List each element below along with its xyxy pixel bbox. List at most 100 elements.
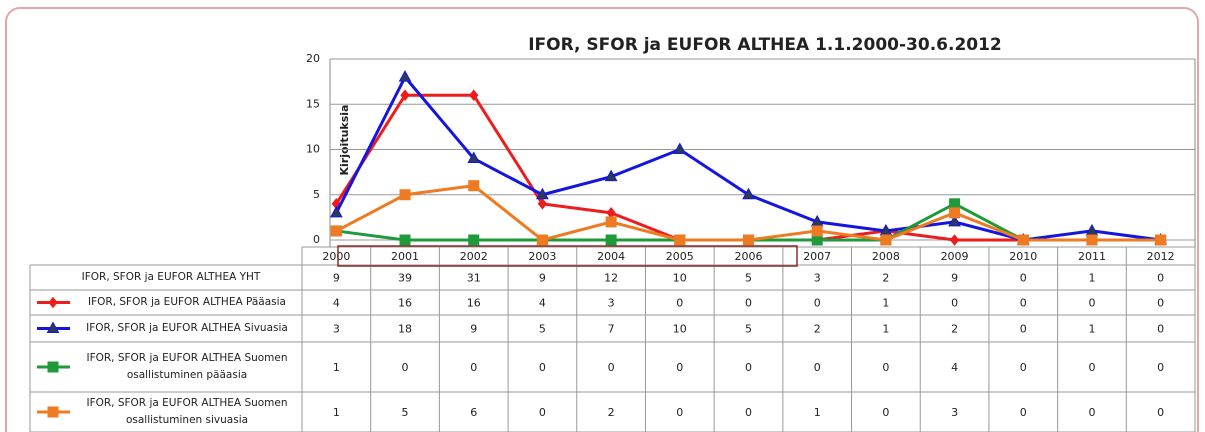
legend-key-marker	[48, 296, 58, 309]
frame	[5, 7, 1199, 432]
x-tick-label: 2002	[460, 250, 488, 263]
point-marker	[469, 89, 479, 102]
y-tick-label: 20	[306, 52, 320, 65]
table-cell: 3	[333, 323, 340, 336]
point-marker	[1155, 234, 1167, 246]
table-cell: 1	[333, 361, 340, 374]
legend-key-marker	[46, 321, 60, 333]
point-marker	[811, 234, 823, 246]
table-cell: 0	[814, 361, 821, 374]
x-tick-label: 2005	[666, 250, 694, 263]
legend-label: IFOR, SFOR ja EUFOR ALTHEA Pääasia	[88, 296, 286, 308]
table-cell: 0	[608, 361, 615, 374]
point-marker	[1086, 234, 1098, 246]
table-cell: 0	[402, 361, 409, 374]
point-marker	[400, 89, 410, 102]
table-cell: 0	[1088, 297, 1095, 310]
x-tick-label: 2008	[872, 250, 900, 263]
table-cell: 0	[676, 361, 683, 374]
table-cell: 6	[470, 406, 477, 419]
point-marker	[949, 198, 961, 210]
point-marker	[468, 234, 480, 246]
table-cell: 0	[1157, 361, 1164, 374]
table-cell: 3	[951, 406, 958, 419]
point-marker	[949, 234, 960, 246]
legend-key-marker	[47, 406, 59, 418]
table-cell: 1	[882, 323, 889, 336]
legend-label: IFOR, SFOR ja EUFOR ALTHEA YHT	[81, 271, 261, 283]
point-marker	[673, 142, 687, 154]
point-marker	[537, 197, 548, 210]
table-cell: 0	[951, 297, 958, 310]
x-tick-label: 2011	[1078, 250, 1106, 263]
point-marker	[605, 216, 617, 228]
table-cell: 3	[608, 297, 615, 310]
table-cell: 5	[539, 323, 546, 336]
point-marker	[536, 187, 549, 200]
point-marker	[880, 234, 892, 246]
table-cell: 5	[402, 406, 409, 419]
row-label-box: IFOR, SFOR ja EUFOR ALTHEA Suomen osalli…	[86, 397, 288, 426]
x-tick-label: 2009	[941, 250, 969, 263]
table-cell: 2	[951, 323, 958, 336]
table-cell: 0	[539, 361, 546, 374]
table-cell: 0	[1020, 323, 1027, 336]
x-tick-label: 2007	[803, 250, 831, 263]
point-marker	[330, 225, 342, 237]
table-cell: 0	[1020, 297, 1027, 310]
point-marker	[742, 187, 755, 200]
table-cell: 3	[814, 272, 821, 285]
table-cell: 0	[882, 361, 889, 374]
table-cell: 9	[951, 272, 958, 285]
x-tick-label: 2003	[528, 250, 556, 263]
legend-label: IFOR, SFOR ja EUFOR ALTHEA Suomen osalli…	[86, 397, 288, 426]
table-cell: 0	[1020, 406, 1027, 419]
legend-label: IFOR, SFOR ja EUFOR ALTHEA Suomen osalli…	[86, 352, 288, 381]
table-cell: 5	[745, 323, 752, 336]
table-cell: 0	[1157, 323, 1164, 336]
table-cell: 12	[604, 272, 618, 285]
table-cell: 2	[608, 406, 615, 419]
row-label-box: IFOR, SFOR ja EUFOR ALTHEA Sivuasia	[86, 322, 288, 334]
table-cell: 31	[467, 272, 481, 285]
x-tick-label: 2004	[597, 250, 625, 263]
table-cell: 9	[333, 272, 340, 285]
y-tick-label: 5	[313, 188, 320, 201]
table-cell: 39	[398, 272, 412, 285]
table-cell: 0	[745, 297, 752, 310]
table-cell: 10	[673, 272, 687, 285]
point-marker	[468, 180, 480, 192]
table-cell: 0	[1088, 406, 1095, 419]
point-marker	[398, 70, 412, 82]
point-marker	[605, 234, 617, 246]
table-cell: 4	[539, 297, 546, 310]
table-cell: 18	[398, 323, 412, 336]
x-tick-label: 2001	[391, 250, 419, 263]
row-label-box: IFOR, SFOR ja EUFOR ALTHEA Suomen osalli…	[86, 352, 288, 381]
row-label-box: IFOR, SFOR ja EUFOR ALTHEA YHT	[81, 271, 261, 283]
table-cell: 2	[814, 323, 821, 336]
table-cell: 0	[1020, 361, 1027, 374]
table-cell: 0	[814, 297, 821, 310]
table-cell: 7	[608, 323, 615, 336]
table-cell: 0	[470, 361, 477, 374]
point-marker	[1017, 234, 1029, 246]
table-cell: 1	[333, 406, 340, 419]
point-marker	[399, 189, 411, 201]
table-cell: 16	[398, 297, 412, 310]
table-cell: 1	[882, 297, 889, 310]
point-marker	[330, 205, 343, 218]
point-marker	[399, 234, 411, 246]
point-marker	[948, 214, 961, 227]
table-cell: 0	[745, 406, 752, 419]
point-marker	[811, 225, 823, 237]
table-cell: 0	[1157, 272, 1164, 285]
highlight-box	[337, 245, 798, 267]
table-cell: 0	[1157, 406, 1164, 419]
x-tick-label: 2010	[1009, 250, 1037, 263]
legend-key-marker	[47, 361, 59, 373]
point-marker	[674, 234, 686, 246]
x-tick-label: 2006	[735, 250, 763, 263]
y-tick-label: 0	[313, 233, 320, 246]
